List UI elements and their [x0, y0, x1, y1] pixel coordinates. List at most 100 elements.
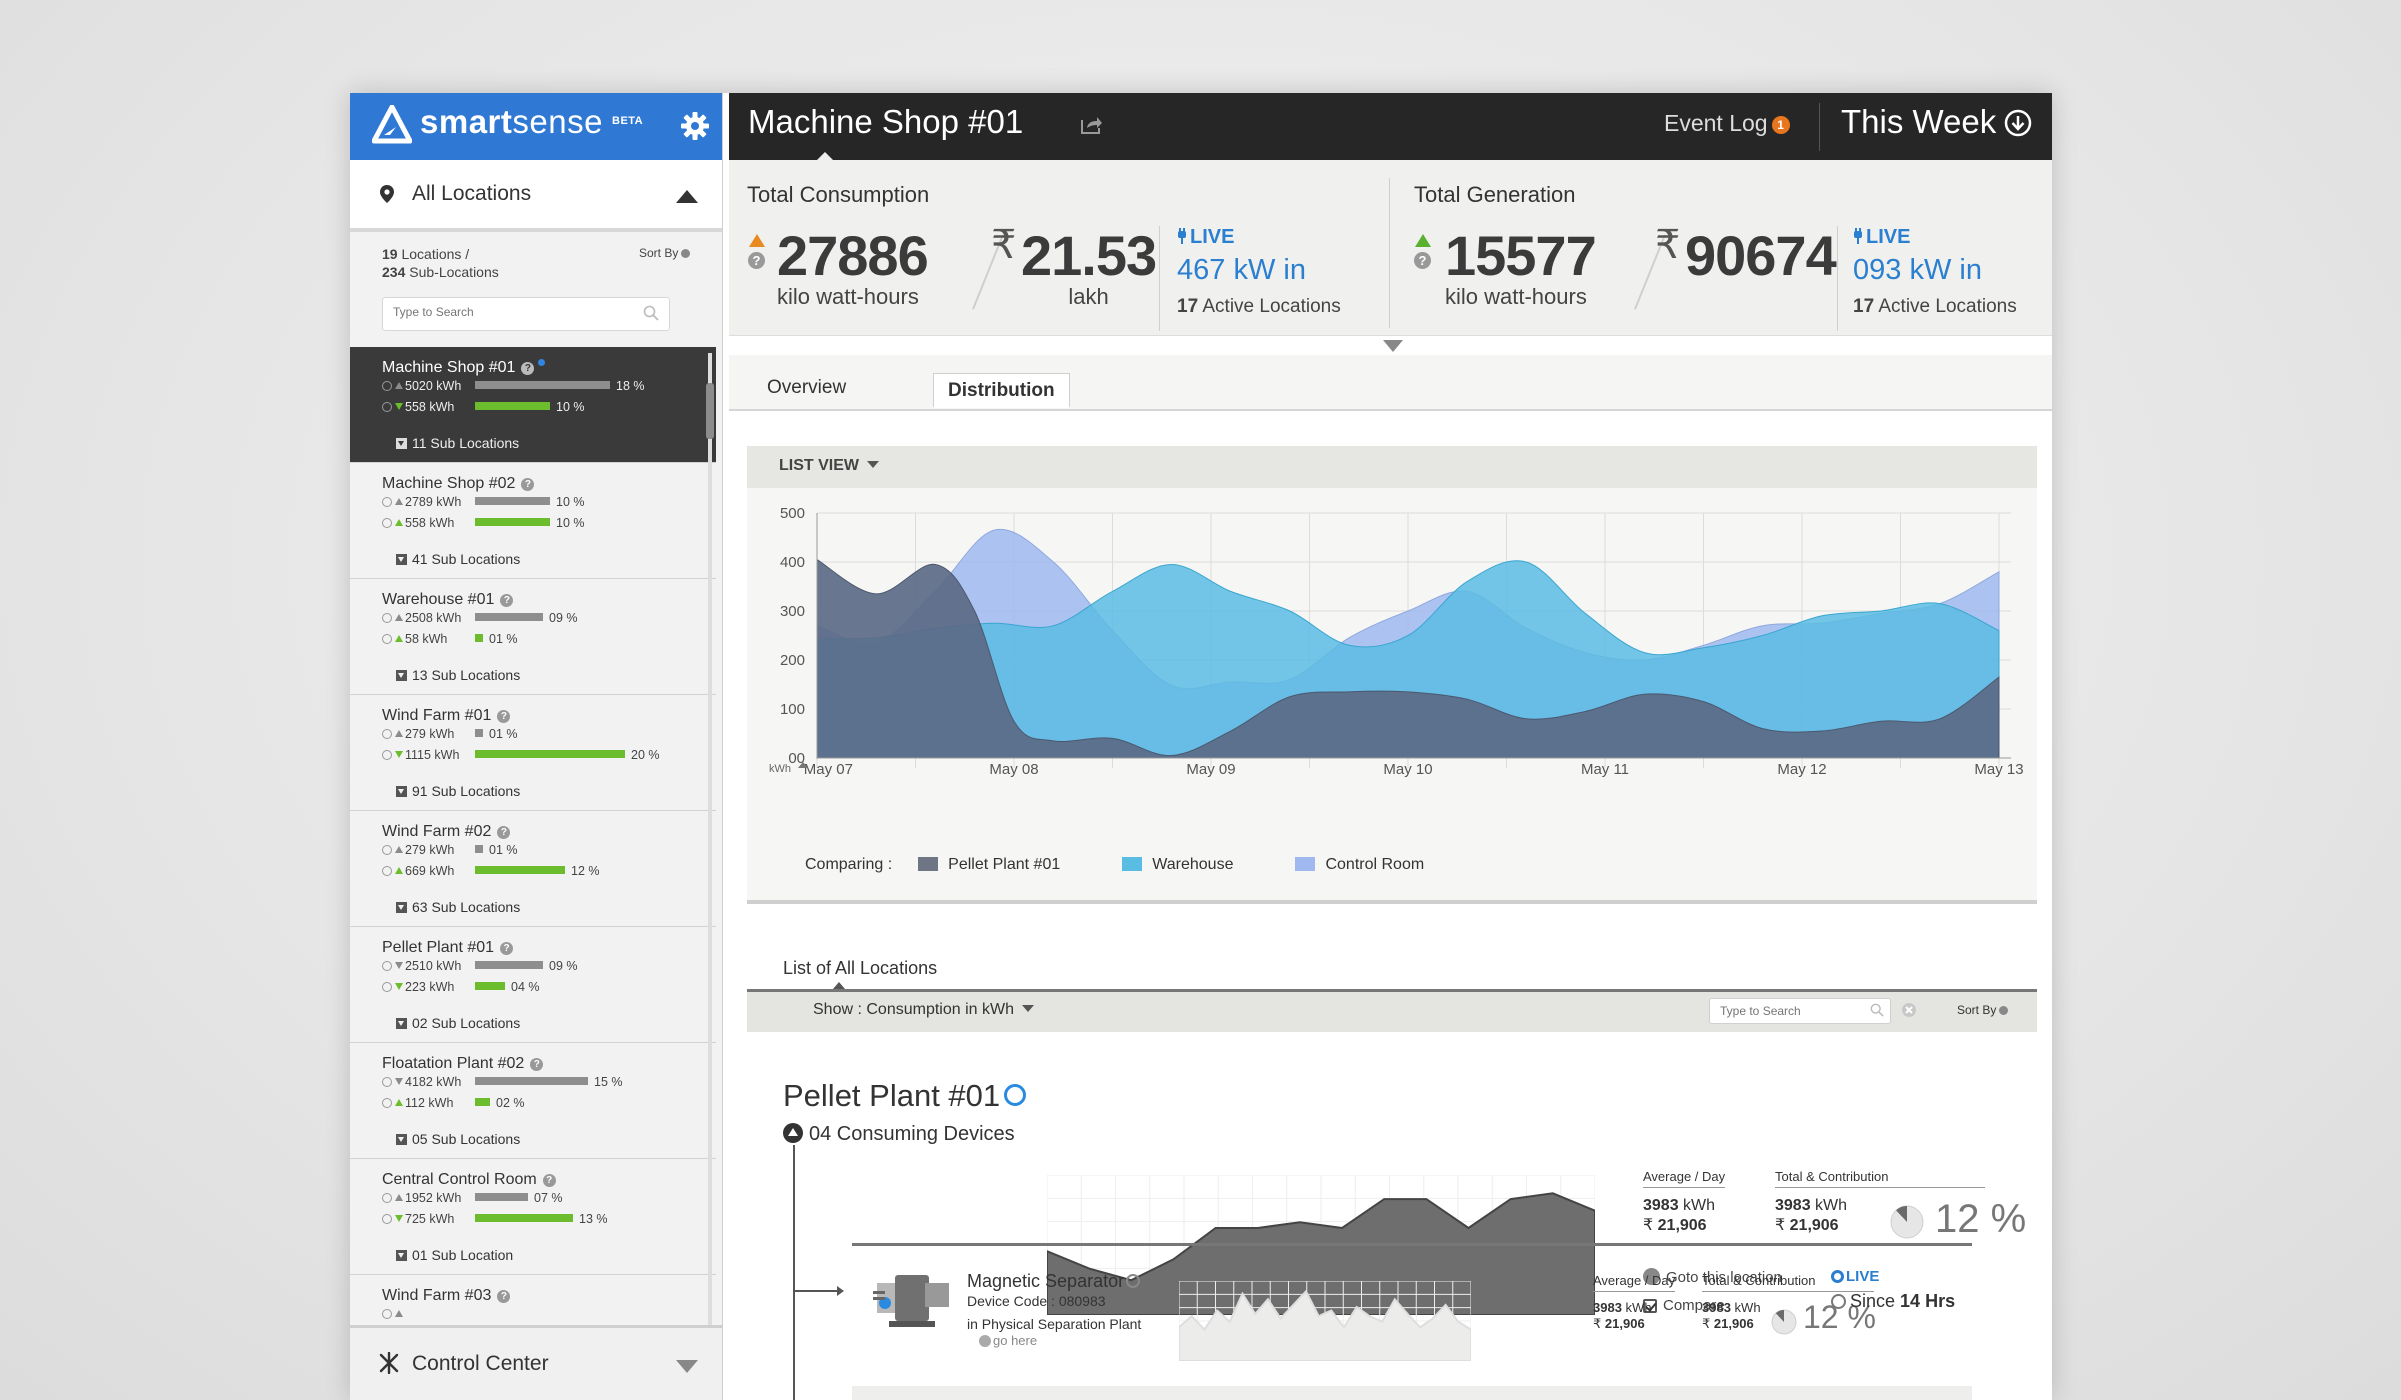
legend-control-room[interactable]: Control Room — [1295, 856, 1424, 873]
usage-bar — [475, 1214, 573, 1222]
help-icon[interactable]: ? — [1414, 252, 1431, 269]
usage-bar — [475, 634, 483, 642]
sidebar-scrollbar[interactable] — [706, 383, 714, 439]
location-r2-row: 669 kWh 12 % — [382, 864, 600, 880]
location-r1-row — [382, 1307, 481, 1323]
sub-locations-toggle[interactable]: 01 Sub Location — [396, 1247, 513, 1263]
search-icon[interactable] — [1870, 1003, 1884, 1017]
location-r2-row: 558 kWh 10 % — [382, 516, 585, 532]
help-icon[interactable]: ? — [497, 826, 511, 839]
sub-locations-toggle[interactable]: 41 Sub Locations — [396, 551, 520, 567]
help-icon[interactable]: ? — [521, 478, 535, 491]
trend-icon — [395, 1310, 403, 1317]
all-locations-toggle[interactable]: All Locations — [350, 160, 722, 232]
expand-icon — [396, 786, 407, 797]
help-icon[interactable]: ? — [500, 594, 514, 607]
device-go-here-link[interactable]: go here — [979, 1333, 1037, 1348]
expand-arrow-icon[interactable] — [676, 1360, 698, 1373]
help-icon[interactable]: ? — [748, 252, 765, 269]
gear-icon[interactable] — [680, 111, 710, 141]
help-icon[interactable]: ? — [497, 1290, 511, 1303]
series-area-pellet-plant-01[interactable] — [816, 558, 2000, 759]
location-name: Wind Farm #01? — [382, 707, 511, 725]
consuming-devices-toggle[interactable]: 04 Consuming Devices — [783, 1123, 1015, 1146]
sub-locations-toggle[interactable]: 05 Sub Locations — [396, 1131, 520, 1147]
share-icon[interactable] — [1081, 116, 1103, 134]
trend-area — [1179, 1289, 1471, 1361]
chart-legend: Comparing : Pellet Plant #01 Warehouse Cont… — [805, 856, 1486, 874]
collapse-arrow-icon[interactable] — [676, 190, 698, 203]
info-circle-icon — [382, 518, 392, 528]
location-item[interactable]: Wind Farm #03? — [350, 1275, 716, 1327]
sub-locations-toggle[interactable]: 02 Sub Locations — [396, 1015, 520, 1031]
info-circle-icon — [382, 1077, 392, 1087]
sub-locations-toggle[interactable]: 63 Sub Locations — [396, 899, 520, 915]
pellet-total: Total & Contribution 3983 kWh ₹ 21,906 — [1775, 1169, 1985, 1236]
goto-arrow-icon — [979, 1335, 991, 1347]
x-tick-label: May 11 — [1581, 761, 1629, 778]
location-item[interactable]: Wind Farm #01? 279 kWh 01 % 1115 kWh 20 % … — [350, 695, 716, 811]
search-icon[interactable] — [643, 305, 659, 321]
sub-locations-toggle[interactable]: 13 Sub Locations — [396, 667, 520, 683]
contribution-pie-icon — [1890, 1205, 1924, 1239]
usage-bar — [475, 613, 543, 621]
axis-sort-icon — [798, 762, 808, 768]
info-circle-icon — [382, 402, 392, 412]
location-item[interactable]: Pellet Plant #01? 2510 kWh 09 % 223 kWh 04… — [350, 927, 716, 1043]
tab-distribution[interactable]: Distribution — [933, 373, 1070, 408]
device-average: Average / Day 3983 kWh ₹ 21,906 — [1593, 1273, 1676, 1331]
info-circle-icon — [382, 613, 392, 623]
goto-location-link[interactable]: Goto this location — [1643, 1268, 1782, 1286]
show-metric-dropdown[interactable]: Show : Consumption in kWh — [813, 1001, 1034, 1019]
control-center-label: Control Center — [412, 1352, 549, 1375]
legend-warehouse[interactable]: Warehouse — [1122, 856, 1233, 873]
tab-overview[interactable]: Overview — [767, 377, 847, 398]
list-view-dropdown[interactable]: LIST VIEW — [779, 457, 879, 475]
pellet-plant-title[interactable]: Pellet Plant #01 — [783, 1078, 1027, 1114]
list-sort-by[interactable]: Sort By — [1957, 1003, 2009, 1017]
plug-icon — [1854, 228, 1862, 244]
location-r2-row: 58 kWh 01 % — [382, 632, 518, 648]
compare-checkbox[interactable]: Compare — [1643, 1297, 1725, 1314]
list-search[interactable] — [1709, 998, 1891, 1024]
device-trend-chart — [1179, 1281, 1471, 1361]
help-icon[interactable]: ? — [530, 1058, 544, 1071]
link-icon[interactable] — [1004, 1084, 1027, 1106]
info-circle-icon — [382, 1193, 392, 1203]
help-icon[interactable]: ? — [500, 942, 514, 955]
location-item[interactable]: Central Control Room? 1952 kWh 07 % 725 k… — [350, 1159, 716, 1275]
sidebar-search[interactable] — [382, 297, 670, 331]
event-log-button[interactable]: Event Log 1 — [1664, 110, 1790, 137]
app-window: smartsense BETA All Locations — [350, 93, 2052, 1400]
location-r2-row: 725 kWh 13 % — [382, 1212, 608, 1228]
help-icon[interactable]: ? — [542, 1174, 556, 1187]
location-item[interactable]: Wind Farm #02? 279 kWh 01 % 669 kWh 12 % 6… — [350, 811, 716, 927]
location-item[interactable]: Machine Shop #01? 5020 kWh 18 % 558 kWh 10… — [350, 347, 716, 463]
link-icon[interactable] — [1126, 1274, 1141, 1288]
location-item[interactable]: Floatation Plant #02? 4182 kWh 15 % 112 k… — [350, 1043, 716, 1159]
location-item[interactable]: Machine Shop #02? 2789 kWh 10 % 558 kWh 10… — [350, 463, 716, 579]
legend-pellet[interactable]: Pellet Plant #01 — [918, 856, 1060, 873]
event-count-badge: 1 — [1771, 116, 1790, 134]
location-name: Pellet Plant #01? — [382, 939, 514, 957]
device-title[interactable]: Magnetic Separator — [967, 1271, 1141, 1292]
divider — [1837, 226, 1838, 331]
period-selector[interactable]: This Week — [1841, 103, 2032, 141]
sub-locations-toggle[interactable]: 91 Sub Locations — [396, 783, 520, 799]
info-circle-icon — [382, 1098, 392, 1108]
location-name: Central Control Room? — [382, 1171, 556, 1189]
x-tick-label: May 13 — [1974, 761, 2023, 778]
help-icon[interactable]: ? — [521, 362, 535, 375]
sidebar-sort-by[interactable]: Sort By — [639, 246, 691, 260]
control-center-toggle[interactable]: Control Center — [350, 1325, 722, 1400]
location-r1-row: 2510 kWh 09 % — [382, 959, 578, 975]
clear-search-icon[interactable] — [1901, 1002, 1917, 1018]
summary-divider — [1389, 178, 1390, 328]
location-item[interactable]: Warehouse #01? 2508 kWh 09 % 58 kWh 01 % 1… — [350, 579, 716, 695]
sidebar-search-input[interactable] — [391, 304, 635, 320]
x-tick-label: May 08 — [989, 761, 1038, 778]
sub-locations-toggle[interactable]: 11 Sub Locations — [396, 435, 519, 451]
help-icon[interactable]: ? — [497, 710, 511, 723]
summary-collapse-icon[interactable] — [1383, 340, 1403, 352]
list-search-input[interactable] — [1718, 1003, 1862, 1019]
